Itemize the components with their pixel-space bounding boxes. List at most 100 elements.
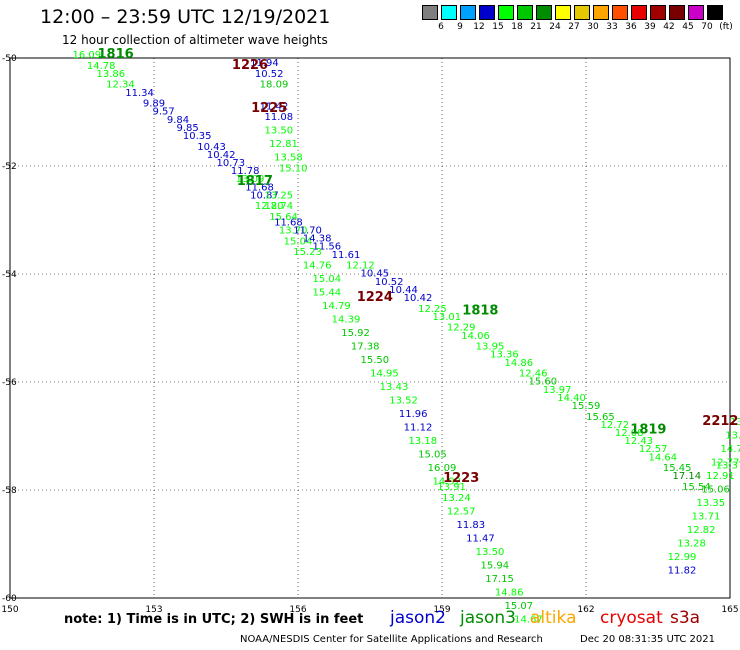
wave-height-value: 12.46 — [519, 369, 548, 380]
wave-height-value: 12.80 — [255, 201, 284, 212]
wave-height-value: 14.78 — [87, 61, 116, 72]
legend-swatch — [612, 5, 628, 20]
wave-height-value: 11.34 — [125, 88, 154, 99]
latitude-tick-label: -54 — [2, 270, 17, 280]
legend-swatch — [479, 5, 495, 20]
longitude-tick-label: 159 — [433, 605, 450, 615]
latitude-tick-label: -52 — [2, 162, 17, 172]
wave-height-value: 15.59 — [572, 401, 601, 412]
wave-height-value: 13.95 — [476, 342, 505, 353]
wave-height-value: 11.68 — [245, 182, 274, 193]
legend-swatch — [441, 5, 457, 20]
wave-height-value: 13.28 — [677, 539, 706, 550]
legend-value-label: 27 — [568, 22, 580, 32]
wave-height-value: 12.99 — [668, 552, 697, 563]
latitude-tick-label: -60 — [2, 594, 17, 604]
legend-value-label: 33 — [606, 22, 618, 32]
pass-time-label: 2212 — [702, 414, 738, 429]
wave-height-value: 15.54 — [682, 482, 711, 493]
wave-height-value: 13.24 — [442, 493, 471, 504]
wave-height-value: 17.14 — [672, 471, 701, 482]
wave-height-value: 13.09 — [236, 174, 265, 185]
wave-height-value: 13.50 — [264, 126, 293, 137]
legend-jason3: jason3 — [460, 608, 516, 628]
legend-value-label: 12 — [473, 22, 485, 32]
longitude-tick-label: 156 — [289, 605, 306, 615]
legend-altika: altika — [530, 608, 577, 628]
wave-height-value: 14.40 — [557, 393, 586, 404]
legend-swatch — [688, 5, 704, 20]
wave-height-value: 12.57 — [639, 444, 668, 455]
legend-swatch — [422, 5, 438, 20]
wave-height-value: 17.38 — [351, 342, 380, 353]
legend-swatch — [498, 5, 514, 20]
wave-height-value: 12.29 — [447, 323, 476, 334]
legend-value-label: 39 — [644, 22, 656, 32]
wave-height-value: 10.52 — [375, 277, 404, 288]
longitude-tick-label: 162 — [577, 605, 594, 615]
wave-height-value: 15.60 — [528, 377, 557, 388]
wave-height-value: 15.50 — [360, 355, 389, 366]
wave-height-value: 15.64 — [269, 212, 298, 223]
wave-height-value: 16.09 — [72, 50, 101, 61]
wave-height-value: 12.72 — [600, 420, 629, 431]
wave-height-value: 14.06 — [461, 331, 490, 342]
longitude-tick-label: 150 — [1, 605, 18, 615]
legend-cryosat: cryosat — [600, 608, 663, 628]
wave-height-value: 14.38 — [303, 234, 332, 245]
wave-height-value: 13.37 — [716, 460, 740, 471]
legend-value-label: 18 — [511, 22, 523, 32]
legend-unit: (ft) — [719, 22, 733, 32]
wave-height-value: 11.42 — [260, 101, 289, 112]
wave-height-value: 14.64 — [648, 452, 677, 463]
wave-height-value: 15.45 — [663, 463, 692, 474]
wave-height-value: 13.47 — [725, 431, 740, 442]
legend-value-label: 45 — [682, 22, 694, 32]
wave-height-value: 10.73 — [216, 158, 245, 169]
wave-height-value: 10.35 — [183, 131, 212, 142]
wave-height-value: 15.23 — [293, 247, 322, 258]
wave-height-value: 14.92 — [432, 477, 461, 488]
pass-time-label: 1818 — [462, 304, 498, 319]
wave-height-value: 10.45 — [360, 269, 389, 280]
wave-height-value: 13.58 — [274, 153, 303, 164]
generation-timestamp: Dec 20 08:31:35 UTC 2021 — [580, 634, 715, 645]
wave-height-value: 10.43 — [197, 142, 226, 153]
wave-height-value: 10.42 — [404, 293, 433, 304]
wave-height-value: 14.39 — [332, 315, 361, 326]
wave-height-value: 12.57 — [447, 506, 476, 517]
latitude-tick-label: -58 — [2, 486, 17, 496]
legend-swatch — [707, 5, 723, 20]
pass-time-label: 1819 — [630, 422, 666, 437]
legend-value-label: 70 — [701, 22, 713, 32]
legend-value-label: 24 — [549, 22, 561, 32]
pass-time-label: 1226 — [232, 58, 268, 73]
wave-height-value: 11.47 — [466, 533, 495, 544]
wave-height-value: 15.06 — [701, 485, 730, 496]
wave-height-value: 12.81 — [269, 139, 298, 150]
wave-height-value: 13.01 — [432, 312, 461, 323]
wave-height-value: 13.25 — [730, 417, 740, 428]
latitude-tick-label: -56 — [2, 378, 17, 388]
wave-height-value: 10.87 — [250, 190, 279, 201]
pass-time-label: 1224 — [357, 290, 393, 305]
footer-note: note: 1) Time is in UTC; 2) SWH is in fe… — [64, 612, 364, 627]
legend-value-label: 15 — [492, 22, 504, 32]
wave-height-value: 15.10 — [279, 163, 308, 174]
wave-height-value: 14.73 — [720, 444, 740, 455]
wave-height-value: 15.04 — [284, 236, 313, 247]
wave-height-value: 12.34 — [106, 80, 135, 91]
wave-height-value: 14.86 — [504, 358, 533, 369]
wave-height-value: 12.25 — [418, 304, 447, 315]
legend-value-label: 42 — [663, 22, 675, 32]
wave-height-value: 12.43 — [624, 436, 653, 447]
wave-height-value: 15.44 — [312, 288, 341, 299]
wave-height-value: 13.97 — [543, 385, 572, 396]
wave-height-value: 12.08 — [615, 428, 644, 439]
legend-swatch — [631, 5, 647, 20]
longitude-tick-label: 165 — [721, 605, 738, 615]
longitude-tick-label: 153 — [145, 605, 162, 615]
wave-height-value: 12.77 — [711, 458, 740, 469]
wave-height-value: 11.83 — [456, 520, 485, 531]
wave-height-value: 13.35 — [696, 498, 725, 509]
